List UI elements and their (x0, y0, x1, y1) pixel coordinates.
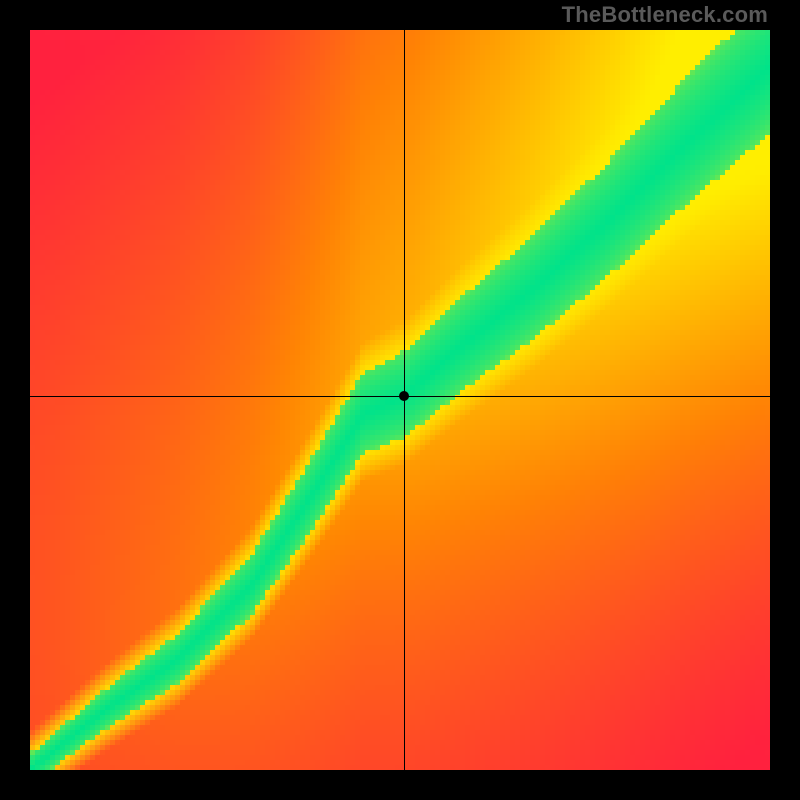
crosshair-marker (399, 391, 409, 401)
chart-frame: { "watermark": { "text": "TheBottleneck.… (0, 0, 800, 800)
watermark-text: TheBottleneck.com (562, 2, 768, 28)
